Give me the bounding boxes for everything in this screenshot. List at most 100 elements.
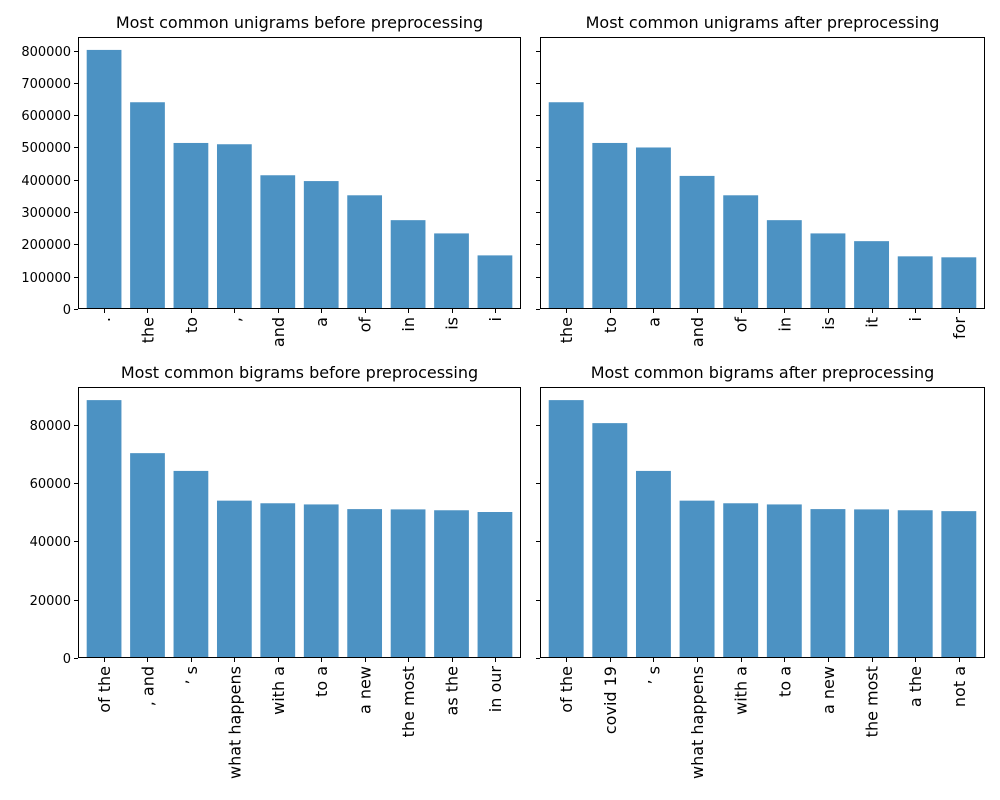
bar [635, 470, 671, 658]
x-tick-label: , and [139, 666, 158, 706]
x-tick-label: is [819, 317, 838, 330]
x-tick-label: i [906, 317, 925, 321]
x-tick-label: and [688, 317, 707, 347]
bar [130, 453, 165, 658]
y-tick-label: 600000 [21, 109, 71, 124]
bar [592, 423, 628, 658]
bar [390, 509, 426, 658]
x-tick-label: a [312, 317, 331, 327]
y-tick-label: 200000 [21, 238, 71, 253]
bar [810, 509, 846, 658]
x-tick-label: . [95, 317, 114, 322]
bar [477, 512, 513, 658]
x-tick-label: ’ s [644, 666, 663, 685]
bar [897, 510, 933, 658]
bar [216, 500, 252, 658]
x-tick-label: a the [906, 666, 925, 707]
x-tick-label: to a [312, 666, 331, 697]
y-tick-label: 500000 [21, 141, 71, 156]
bar [635, 147, 671, 309]
axes-frame [78, 37, 521, 309]
x-tick-label: the [139, 317, 158, 343]
y-tick-label: 20000 [30, 594, 71, 609]
bar [854, 509, 890, 658]
y-tick-label: 0 [63, 652, 71, 667]
axes-frame [540, 37, 985, 309]
bar [941, 257, 977, 309]
x-tick-label: is [443, 317, 462, 330]
x-tick-label: what happens [688, 666, 707, 779]
bar [723, 195, 759, 309]
panel-title: Most common bigrams after preprocessing [591, 363, 935, 382]
axes-frame [78, 387, 521, 658]
x-tick-label: a new [356, 666, 375, 714]
bar [434, 233, 469, 309]
y-tick-label: 800000 [21, 45, 71, 60]
y-tick-label: 300000 [21, 206, 71, 221]
x-tick-label: with a [269, 666, 288, 715]
y-tick-label: 40000 [30, 535, 71, 550]
bar [592, 142, 628, 309]
x-tick-label: covid 19 [601, 666, 620, 734]
panel-title: Most common unigrams before preprocessin… [116, 13, 483, 32]
bar [173, 142, 209, 309]
bar [86, 49, 122, 310]
y-tick-label: 400000 [21, 174, 71, 189]
x-tick-label: and [269, 317, 288, 347]
bar [216, 144, 252, 309]
y-tick-label: 60000 [30, 477, 71, 492]
bar [303, 181, 339, 309]
bar [766, 504, 802, 658]
x-tick-label: as the [443, 666, 462, 715]
y-tick-label: 0 [63, 303, 71, 318]
panel-title: Most common unigrams after preprocessing [586, 13, 940, 32]
panel-title: Most common bigrams before preprocessing [121, 363, 478, 382]
x-tick-label: it [863, 317, 882, 328]
x-tick-label: to a [775, 666, 794, 697]
x-tick-label: to [601, 317, 620, 333]
bar [854, 241, 890, 309]
x-tick-label: not a [950, 666, 969, 707]
bar [347, 195, 383, 309]
bar [260, 503, 296, 658]
bar [723, 503, 759, 658]
bar [941, 511, 977, 658]
x-tick-label: in [399, 317, 418, 332]
y-tick-label: 100000 [21, 271, 71, 286]
x-tick-label: in our [486, 666, 505, 713]
bar [548, 400, 584, 658]
y-tick-label: 80000 [30, 419, 71, 434]
x-tick-label: the [557, 317, 576, 343]
bar [130, 102, 165, 309]
x-tick-label: of [356, 317, 375, 333]
bar [548, 102, 584, 309]
bar [86, 400, 122, 658]
bar [434, 510, 469, 658]
bar [897, 256, 933, 309]
bar [303, 504, 339, 658]
bar [679, 175, 715, 309]
x-tick-label: what happens [225, 666, 244, 779]
x-tick-label: a new [819, 666, 838, 714]
x-tick-label: , [225, 317, 244, 322]
x-tick-label: for [950, 317, 969, 339]
x-tick-label: in [775, 317, 794, 332]
x-tick-label: a [644, 317, 663, 327]
y-tick-label: 700000 [21, 77, 71, 92]
x-tick-label: with a [732, 666, 751, 715]
x-tick-label: ’ s [182, 666, 201, 685]
bar [390, 220, 426, 309]
x-tick-label: of the [557, 666, 576, 713]
bar [477, 255, 513, 309]
bar [766, 220, 802, 309]
x-tick-label: i [486, 317, 505, 321]
bar [679, 500, 715, 658]
x-tick-label: of the [95, 666, 114, 713]
bar [260, 175, 296, 309]
bar [810, 233, 846, 309]
x-tick-label: the most [399, 666, 418, 737]
x-tick-label: the most [863, 666, 882, 737]
x-tick-label: to [182, 317, 201, 333]
